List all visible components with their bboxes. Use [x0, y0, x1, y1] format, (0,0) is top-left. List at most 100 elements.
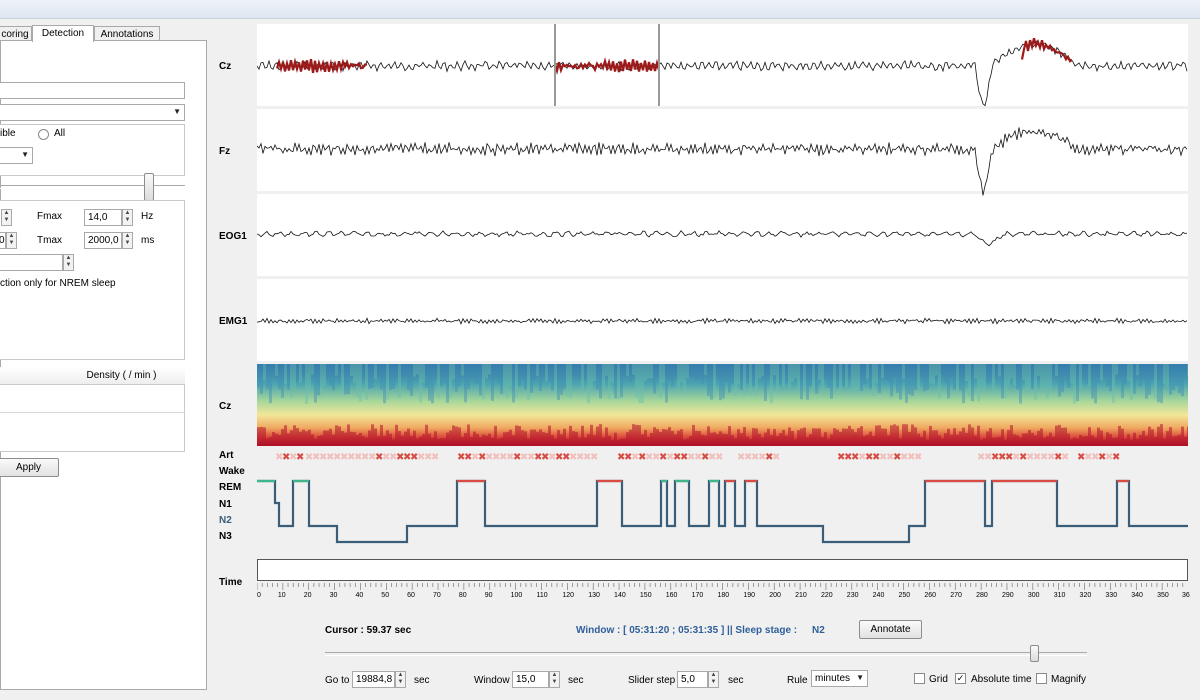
magnify-label: Magnify: [1051, 674, 1087, 685]
artifact-marker: ✖: [289, 452, 297, 463]
window-label: Window: [474, 675, 510, 686]
time-tick-label: 60: [407, 592, 415, 599]
rule-select[interactable]: minutes ▼: [811, 670, 868, 687]
artifact-marker: ✖: [1105, 452, 1113, 463]
tmax-input[interactable]: 2000,0: [84, 232, 122, 249]
time-tick-label: 80: [458, 592, 467, 599]
time-tick-label: 20: [303, 592, 312, 599]
time-tick-label: 90: [484, 592, 493, 599]
artifact-marker: ✖: [900, 452, 908, 463]
goto-spinner[interactable]: ▲ ▼: [395, 671, 406, 688]
time-tick-label: 110: [536, 592, 548, 599]
grid-checkbox[interactable]: [914, 673, 925, 684]
fmax-unit: Hz: [141, 211, 154, 222]
artifact-markers: ✖✖✖✖ ✖✖✖✖✖✖✖✖✖✖✖✖✖✖✖✖✖✖✖ ✖✖✖✖✖✖✖✖✖✖✖✖✖✖✖✖✖…: [275, 452, 1120, 463]
tab-annotations[interactable]: Annotations: [94, 26, 160, 42]
duration-spinner[interactable]: ▲ ▼: [63, 254, 74, 271]
artifact-marker: ✖: [1098, 452, 1106, 463]
artifact-marker: ✖: [638, 452, 646, 463]
trace-fz-area[interactable]: [257, 109, 1188, 191]
artifact-marker: ✖: [998, 452, 1006, 463]
time-tick-label: 130: [588, 592, 600, 599]
detection-name-field[interactable]: [0, 82, 185, 99]
magnify-checkbox[interactable]: [1036, 673, 1047, 684]
artifact-marker: ✖: [576, 452, 584, 463]
window-input[interactable]: 15,0: [512, 671, 549, 688]
artifact-marker: ✖: [666, 452, 674, 463]
detector-select[interactable]: ▼: [0, 104, 185, 121]
radio-all[interactable]: [38, 129, 49, 140]
time-tick-label: 290: [1001, 592, 1014, 599]
artifact-marker: ✖: [631, 452, 639, 463]
hypnogram[interactable]: ✖✖✖✖ ✖✖✖✖✖✖✖✖✖✖✖✖✖✖✖✖✖✖✖ ✖✖✖✖✖✖✖✖✖✖✖✖✖✖✖✖✖…: [257, 448, 1188, 558]
hyp-label-n3: N3: [219, 531, 232, 542]
artifact-marker: ✖: [1047, 452, 1055, 463]
sleep-stage-readout: N2: [812, 625, 825, 636]
fmax-input[interactable]: 14,0: [84, 209, 122, 226]
channel-select[interactable]: ▼: [0, 147, 33, 164]
time-tick-label: 240: [872, 592, 885, 599]
apply-button[interactable]: Apply: [0, 458, 59, 477]
duration-input[interactable]: [0, 254, 63, 271]
artifact-marker: ✖: [1091, 452, 1099, 463]
cursor-readout: Cursor : 59.37 sec: [325, 625, 412, 636]
time-tick-label: 180: [717, 592, 730, 599]
time-tick-label: 270: [950, 592, 962, 599]
artifact-marker: ✖: [1061, 452, 1069, 463]
time-tick-label: 300: [1027, 592, 1040, 599]
tmax-label: Tmax: [37, 235, 62, 246]
artifact-marker: ✖: [569, 452, 577, 463]
artifact-marker: ✖: [520, 452, 528, 463]
channel-group-box: [0, 124, 185, 176]
artifact-marker: ✖: [485, 452, 493, 463]
window-spinner[interactable]: ▲ ▼: [549, 671, 560, 688]
fmax-spinner[interactable]: ▲ ▼: [122, 209, 133, 226]
time-navigation-bar[interactable]: [257, 559, 1188, 581]
tmin-input[interactable]: 0: [0, 232, 6, 249]
time-label: Time: [219, 577, 243, 588]
artifact-marker: ✖: [687, 452, 695, 463]
time-tick-label: 230: [846, 592, 859, 599]
tmin-spinner[interactable]: ▲ ▼: [6, 232, 17, 249]
artifact-marker: ✖: [737, 452, 745, 463]
tmax-spinner[interactable]: ▲ ▼: [122, 232, 133, 249]
radio-all-label: All: [54, 128, 66, 139]
artifact-marker: ✖: [326, 452, 334, 463]
artifact-marker: ✖: [645, 452, 653, 463]
artifact-marker: ✖: [893, 452, 901, 463]
fmin-spinner[interactable]: ▲ ▼: [1, 209, 12, 226]
trace-cz-area[interactable]: [257, 24, 1188, 106]
tab-scoring[interactable]: coring: [0, 26, 32, 42]
time-slider-handle[interactable]: [1029, 645, 1039, 662]
time-tick-label: 310: [1053, 592, 1066, 599]
window-title-bar: [0, 0, 1200, 19]
slider-step-spinner[interactable]: ▲ ▼: [708, 671, 719, 688]
goto-input[interactable]: 19884,8: [352, 671, 395, 688]
artifact-marker: ✖: [527, 452, 535, 463]
tab-detection[interactable]: Detection: [32, 25, 94, 42]
artifact-marker: ✖: [1026, 452, 1034, 463]
annotate-button[interactable]: Annotate: [859, 620, 922, 639]
time-tick-label: 190: [743, 592, 756, 599]
artifact-marker: ✖: [541, 452, 549, 463]
slider-step-input[interactable]: 5,0: [677, 671, 708, 688]
threshold-slider-track[interactable]: [0, 185, 185, 189]
hyp-label-wake: Wake: [219, 466, 245, 477]
density-column-header: Density ( / min ): [86, 370, 157, 381]
hyp-label-rem: REM: [219, 482, 242, 493]
trace-eog1-area[interactable]: [257, 194, 1188, 276]
artifact-marker: ✖: [275, 452, 283, 463]
artifact-marker: ✖: [858, 452, 866, 463]
threshold-slider-handle[interactable]: [144, 173, 154, 201]
artifact-marker: ✖: [499, 452, 507, 463]
artifact-marker: ✖: [555, 452, 563, 463]
artifact-marker: ✖: [354, 452, 362, 463]
time-tick-label: 140: [614, 592, 626, 599]
spectrogram[interactable]: [257, 364, 1188, 446]
absolute-time-checkbox[interactable]: ✓: [955, 673, 966, 684]
artifact-marker: ✖: [624, 452, 632, 463]
artifact-marker: ✖: [319, 452, 327, 463]
time-slider-track[interactable]: [325, 652, 1087, 656]
time-tick-label: 36: [1182, 592, 1190, 599]
artifact-marker: ✖: [1084, 452, 1092, 463]
